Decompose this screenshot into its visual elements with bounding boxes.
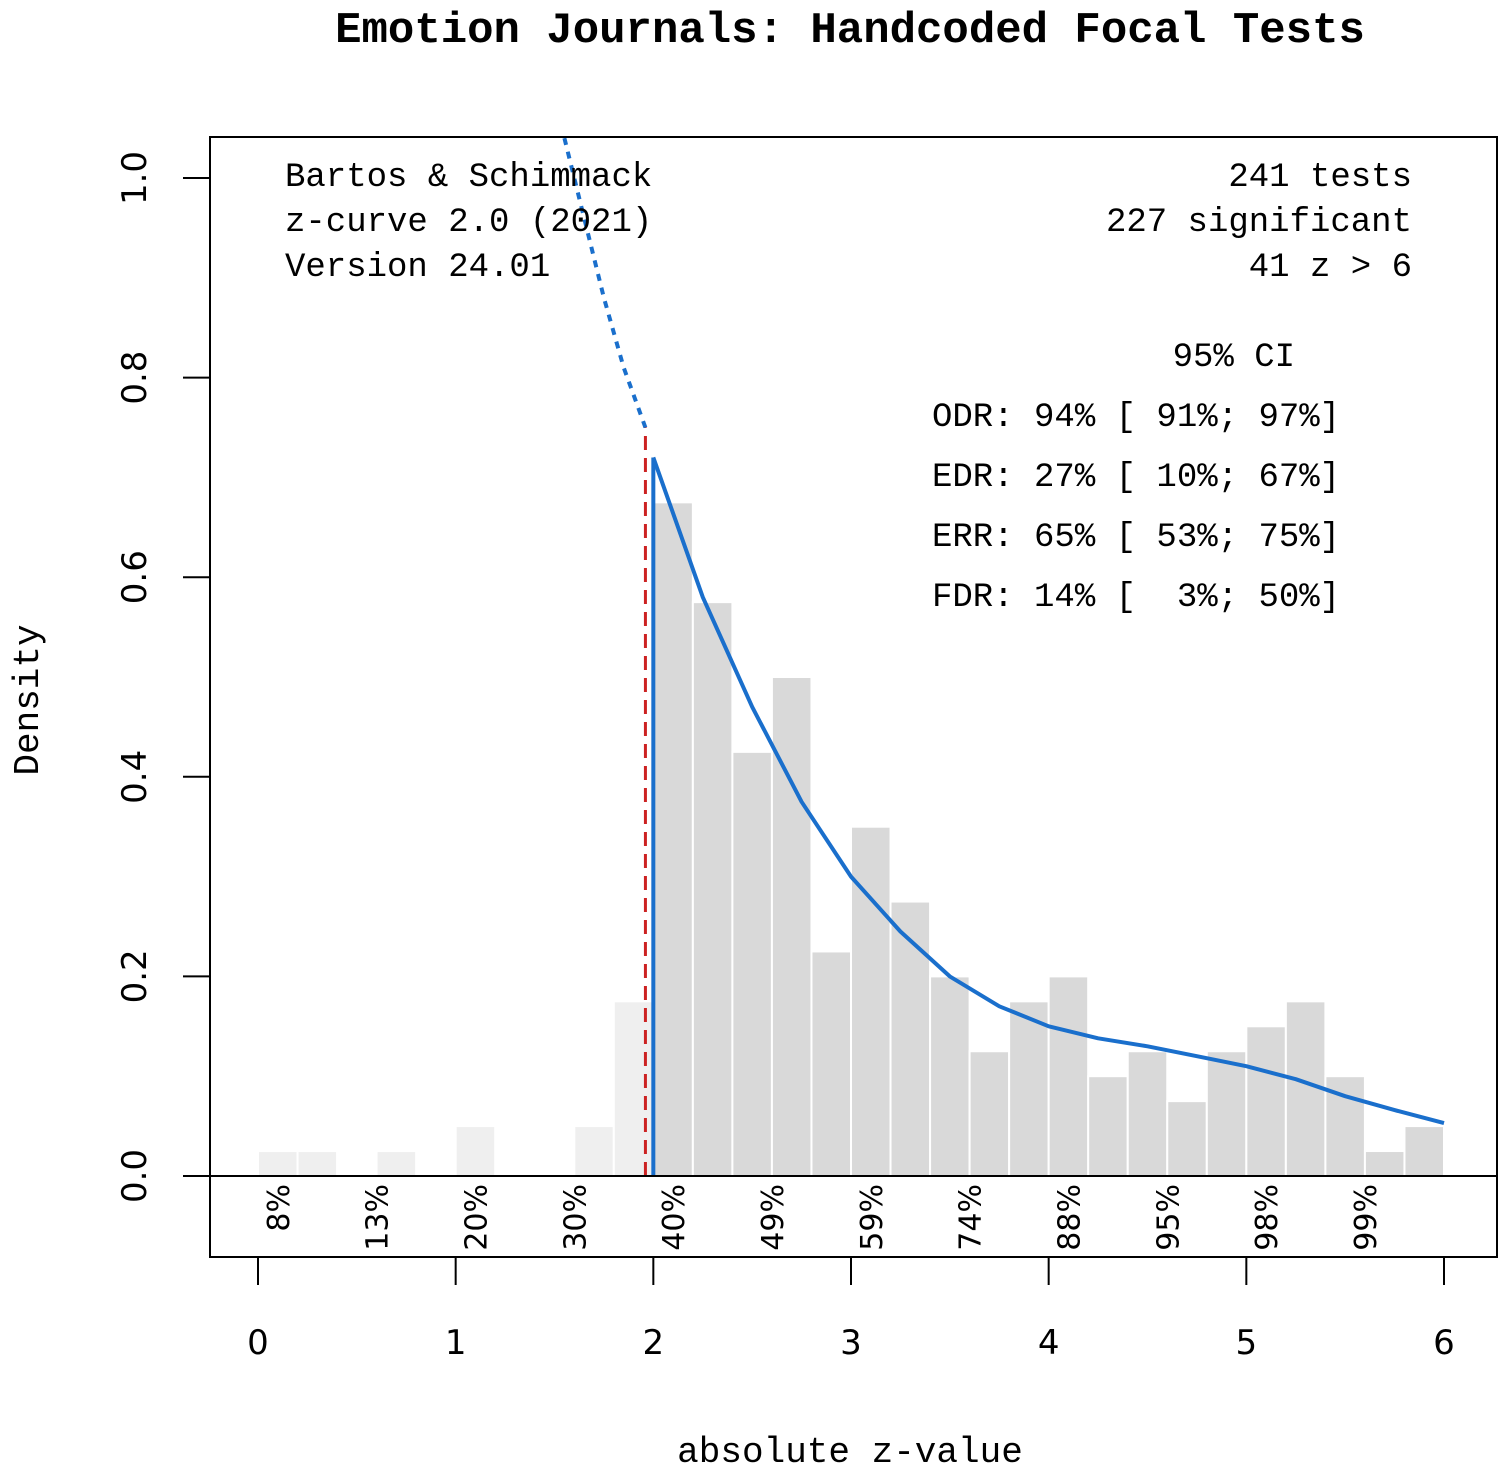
ci-header: 95% CI bbox=[1173, 339, 1295, 377]
x-tick-label: 0 bbox=[247, 1323, 269, 1363]
histogram-bar bbox=[850, 825, 892, 1177]
histogram-bar bbox=[296, 1150, 339, 1178]
power-label: 8% bbox=[262, 1184, 297, 1232]
histogram-bar bbox=[1166, 1100, 1208, 1178]
power-label: 40% bbox=[657, 1184, 692, 1251]
histogram-bar bbox=[731, 750, 773, 1177]
chart-title: Emotion Journals: Handcoded Focal Tests bbox=[335, 6, 1365, 56]
histogram-bar bbox=[1087, 1075, 1129, 1177]
y-tick-label: 0.8 bbox=[115, 351, 155, 405]
histogram-bar bbox=[1047, 975, 1090, 1178]
power-label: 88% bbox=[1052, 1184, 1087, 1251]
x-tick-label: 6 bbox=[1433, 1323, 1455, 1363]
x-tick-label: 1 bbox=[445, 1323, 467, 1363]
power-label: 95% bbox=[1151, 1184, 1186, 1251]
histogram-bar bbox=[968, 1050, 1011, 1177]
ci-row: FDR: 14% [ 3%; 50%] bbox=[932, 579, 1340, 617]
histogram-bar bbox=[1126, 1050, 1169, 1177]
x-tick-label: 5 bbox=[1236, 1323, 1258, 1363]
power-label: 59% bbox=[855, 1184, 890, 1251]
histogram-bar bbox=[652, 501, 694, 1178]
histogram-bar bbox=[770, 676, 813, 1177]
histogram-bar bbox=[1245, 1025, 1287, 1178]
histogram-bar bbox=[889, 900, 932, 1177]
y-tick-label: 1.0 bbox=[115, 151, 155, 205]
histogram-bar bbox=[1363, 1150, 1406, 1178]
x-tick-label: 4 bbox=[1038, 1323, 1060, 1363]
histogram-bar bbox=[375, 1150, 418, 1178]
fitted-density-curve bbox=[651, 456, 1445, 1126]
plot-frame bbox=[209, 136, 1498, 1258]
y-tick-label: 0.2 bbox=[115, 949, 155, 1003]
annotation-left: z-curve 2.0 (2021) bbox=[285, 204, 652, 242]
power-label: 99% bbox=[1349, 1184, 1384, 1251]
ci-row: EDR: 27% [ 10%; 67%] bbox=[932, 459, 1340, 497]
histogram-bar bbox=[1205, 1050, 1248, 1177]
y-tick-label: 0.0 bbox=[115, 1149, 155, 1203]
annotation-left: Version 24.01 bbox=[285, 249, 550, 287]
y-tick-label: 0.4 bbox=[115, 750, 155, 804]
power-label: 20% bbox=[459, 1184, 494, 1251]
histogram-bar bbox=[612, 1000, 655, 1177]
power-label: 49% bbox=[756, 1184, 791, 1251]
histogram-bar bbox=[257, 1150, 299, 1178]
power-label: 74% bbox=[954, 1184, 989, 1251]
annotation-right: 241 tests bbox=[1228, 159, 1412, 197]
histogram-bar bbox=[1008, 1000, 1050, 1177]
histogram-bar bbox=[454, 1125, 497, 1177]
x-tick-label: 3 bbox=[840, 1323, 862, 1363]
extrapolated-curve bbox=[562, 137, 648, 429]
y-axis-label: Density bbox=[8, 624, 49, 775]
annotation-right: 227 significant bbox=[1106, 204, 1412, 242]
ci-row: ODR: 94% [ 91%; 97%] bbox=[932, 399, 1340, 437]
histogram-bar bbox=[691, 601, 734, 1177]
power-label: 13% bbox=[361, 1184, 396, 1251]
y-tick-label: 0.6 bbox=[115, 550, 155, 604]
histogram-bar bbox=[1403, 1125, 1446, 1177]
power-label: 98% bbox=[1250, 1184, 1285, 1251]
ci-row: ERR: 65% [ 53%; 75%] bbox=[932, 519, 1340, 557]
histogram-bar bbox=[810, 950, 853, 1178]
power-label: 30% bbox=[558, 1184, 593, 1251]
histogram-bar bbox=[929, 975, 971, 1178]
annotation-right: 41 z > 6 bbox=[1249, 249, 1412, 287]
x-axis-label: absolute z-value bbox=[677, 1432, 1023, 1470]
histogram-bar bbox=[573, 1125, 615, 1177]
annotation-left: Bartos & Schimmack bbox=[285, 159, 652, 197]
x-tick-label: 2 bbox=[643, 1323, 665, 1363]
